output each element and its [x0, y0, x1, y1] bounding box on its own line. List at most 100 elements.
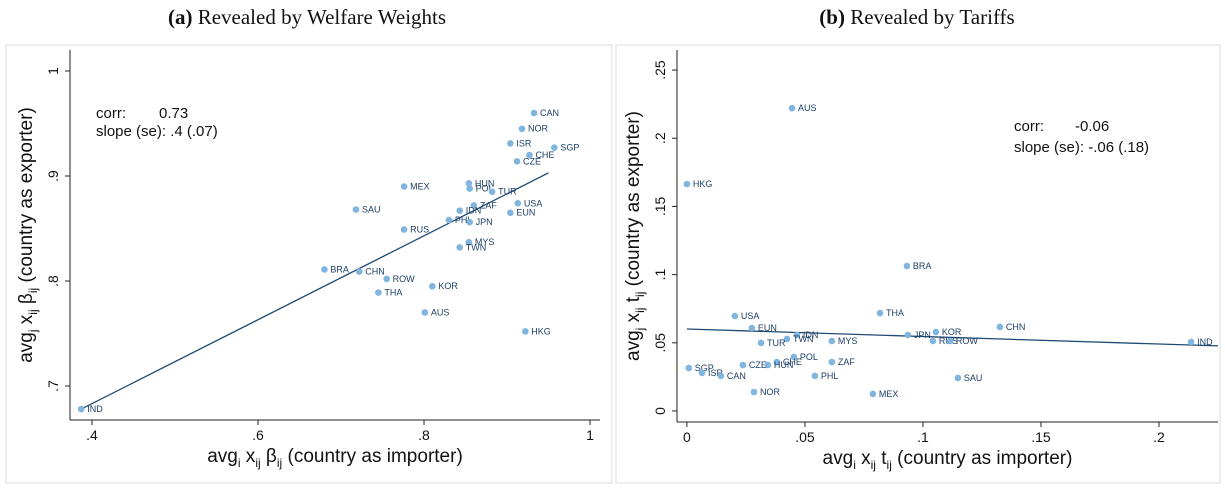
point	[77, 405, 85, 413]
label-part: x	[16, 314, 37, 329]
point-label: HKG	[531, 326, 551, 336]
point-label: SGP	[695, 363, 714, 373]
point	[790, 353, 798, 361]
point	[773, 358, 781, 366]
y-tick-label: .15	[652, 196, 668, 216]
point	[400, 183, 408, 190]
point	[429, 282, 436, 290]
point-label: USA	[741, 311, 760, 321]
point-label: TUR	[767, 338, 786, 348]
label-part: (country as exporter)	[623, 111, 644, 292]
point-label: IND	[87, 404, 103, 414]
point	[748, 324, 756, 332]
panel-title: (a) Revealed by Welfare Weights	[168, 5, 446, 29]
point-label: HKG	[693, 179, 713, 189]
annotation: corr:	[1014, 118, 1044, 135]
point-label: TWN	[793, 334, 814, 344]
y-tick-label: .2	[652, 132, 668, 144]
point	[869, 390, 877, 398]
point	[470, 202, 478, 209]
point-label: ZAF	[480, 200, 498, 210]
point-label: JPN	[914, 330, 931, 340]
point	[488, 188, 496, 196]
x-tick-label: .05	[795, 429, 815, 445]
point-label: ISR	[708, 368, 724, 378]
y-tick-label: 1	[45, 67, 61, 75]
point-label: BRA	[330, 264, 349, 274]
point	[456, 244, 464, 251]
point	[788, 104, 796, 112]
point	[954, 374, 962, 382]
y-axis-title: avgj xij βij (country as exporter)	[16, 107, 40, 363]
point	[932, 328, 940, 336]
y-tick-label: .1	[652, 269, 668, 281]
label-part: (country as importer)	[282, 446, 463, 467]
point-label: CHN	[1006, 322, 1026, 332]
point-label: KOR	[438, 281, 458, 291]
point	[717, 372, 725, 380]
point	[375, 289, 382, 296]
point-label: CAN	[540, 108, 559, 118]
label-part: avg	[207, 446, 238, 467]
point-label: SGP	[560, 143, 579, 153]
point-label: AUS	[431, 307, 450, 317]
subscript: ij	[255, 456, 260, 470]
point	[530, 109, 538, 117]
label-part: avg	[16, 332, 37, 363]
panel-frame	[5, 44, 613, 484]
subscript: ij	[26, 309, 40, 314]
point	[521, 328, 529, 335]
point-label: CAN	[727, 371, 746, 381]
point	[465, 238, 473, 246]
y-tick-label: .8	[45, 275, 61, 287]
label-part: t	[623, 296, 644, 307]
panel: (b) Revealed by Tariffs 0 .05 .1 .15 .2 0 .05 .1…	[615, 5, 1221, 484]
point-label: MYS	[838, 336, 858, 346]
y-tick-label: .9	[45, 170, 61, 182]
label-part: (country as importer)	[892, 448, 1073, 469]
title-text: Revealed by Tariffs	[850, 5, 1015, 29]
x-tick-label: .4	[86, 427, 98, 443]
y-tick-label: .25	[652, 60, 668, 80]
point	[904, 331, 912, 339]
point-label: PHL	[821, 371, 839, 381]
point-label: THA	[886, 308, 904, 318]
panel-letter: (b)	[819, 5, 845, 29]
point-label: THA	[384, 288, 402, 298]
subscript: ij	[26, 288, 40, 293]
x-tick-label: .2	[1153, 429, 1165, 445]
point-label: ROW	[393, 274, 416, 284]
point-label: IDN	[803, 330, 819, 340]
x-tick-label: 1	[586, 427, 594, 443]
point	[507, 140, 514, 147]
point	[466, 218, 473, 226]
label-part: t	[876, 448, 887, 469]
point-label: TWN	[466, 242, 487, 252]
point	[456, 207, 464, 214]
annotation: slope (se): .4 (.07)	[96, 123, 218, 140]
point	[507, 209, 514, 217]
x-tick-label: .8	[418, 427, 430, 443]
point-label: MEX	[879, 389, 899, 399]
point	[685, 364, 693, 372]
point	[683, 180, 691, 188]
point	[946, 337, 954, 345]
point-label: IDN	[466, 206, 482, 216]
point	[757, 339, 765, 347]
point	[750, 388, 758, 396]
point	[383, 275, 390, 283]
x-tick-label: 0	[683, 429, 691, 445]
point	[321, 266, 328, 273]
point-label: SAU	[964, 373, 983, 383]
point-label: CHE	[535, 150, 554, 160]
annotation: -0.06	[1075, 118, 1109, 135]
point	[465, 180, 473, 187]
subscript: i	[238, 456, 241, 470]
fit-line	[80, 172, 549, 410]
point-label: PHL	[455, 215, 473, 225]
point-label: CHN	[365, 267, 385, 277]
point-label: IND	[1197, 337, 1213, 347]
label-part: x	[241, 446, 256, 467]
subscript: i	[853, 458, 856, 472]
x-tick-label: .6	[252, 427, 264, 443]
